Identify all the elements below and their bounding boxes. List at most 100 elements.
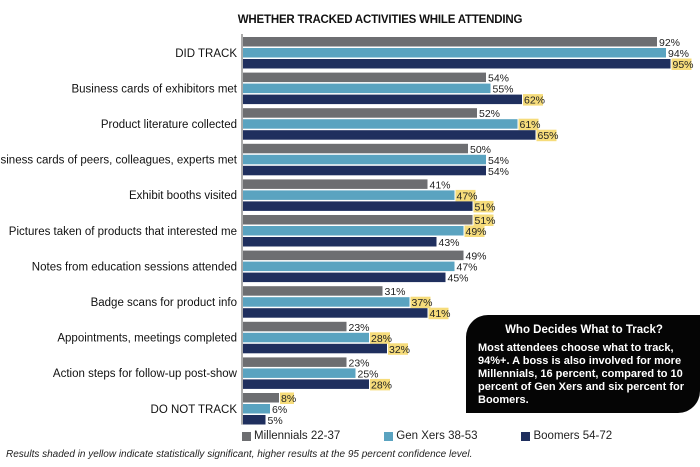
bar — [243, 415, 266, 425]
highlight-marker — [410, 296, 431, 309]
data-label: 45% — [448, 273, 469, 285]
data-label: 94% — [668, 48, 689, 60]
data-label: 54% — [488, 155, 509, 167]
bar — [243, 261, 455, 272]
category-label: Action steps for follow-up post-show — [53, 368, 238, 380]
bar — [243, 154, 486, 165]
data-label: 65% — [538, 130, 559, 142]
bar — [243, 286, 383, 296]
highlight-marker — [473, 200, 494, 213]
legend: Millennials 22-37 Gen Xers 38-53 Boomers… — [242, 430, 612, 442]
bar — [243, 379, 369, 389]
bar — [243, 321, 347, 332]
bar — [243, 119, 518, 129]
callout-box: Who Decides What to Track? Most attendee… — [466, 315, 700, 413]
category-label: Appointments, meetings completed — [57, 333, 237, 345]
bar — [243, 332, 369, 343]
data-label: 28% — [371, 379, 392, 391]
bar — [243, 179, 428, 189]
data-label: 47% — [457, 262, 478, 274]
data-label: 41% — [430, 179, 451, 191]
category-label: Badge scans for product info — [91, 297, 237, 309]
highlight-marker — [388, 343, 408, 355]
footnote: Results shaded in yellow indicate statis… — [6, 449, 473, 460]
bar — [243, 201, 473, 211]
bar — [243, 393, 279, 403]
category-label: Notes from education sessions attended — [32, 261, 237, 273]
legend-swatch — [242, 431, 251, 441]
bar — [243, 226, 464, 236]
category-label: Pictures taken of products that interest… — [9, 226, 237, 238]
callout-body: Most attendees choose what to track, 94%… — [478, 342, 685, 406]
bar — [243, 308, 428, 318]
bar — [243, 48, 666, 58]
data-label: 23% — [349, 357, 370, 369]
bar — [243, 165, 486, 176]
highlight-marker — [671, 58, 692, 70]
bar — [243, 59, 671, 69]
category-label: DO NOT TRACK — [151, 404, 238, 416]
data-label: 62% — [524, 95, 545, 107]
bar — [243, 190, 455, 200]
category-label: Product literature collected — [101, 119, 237, 131]
data-label: 54% — [488, 73, 509, 85]
highlight-marker — [370, 332, 390, 344]
data-label: 25% — [358, 368, 379, 380]
bar — [243, 404, 270, 414]
data-label: 32% — [389, 344, 410, 356]
bar — [243, 37, 657, 47]
highlight-marker — [523, 94, 543, 106]
data-label: 54% — [488, 166, 509, 178]
data-label: 95% — [673, 59, 694, 71]
data-label: 49% — [466, 226, 487, 238]
highlight-marker — [370, 378, 390, 391]
highlight-marker — [473, 214, 494, 226]
bar — [243, 72, 486, 83]
legend-item-millennials: Millennials 22-37 — [242, 430, 340, 442]
data-label: 5% — [268, 415, 283, 427]
highlight-marker — [464, 225, 485, 237]
category-label: DID TRACK — [175, 48, 237, 60]
legend-item-genx: Gen Xers 38-53 — [384, 430, 477, 442]
bar — [243, 357, 347, 367]
data-label: 6% — [272, 404, 287, 416]
legend-label: Millennials 22-37 — [254, 430, 341, 442]
chart-title: WHETHER TRACKED ACTIVITIES WHILE ATTENDI… — [237, 14, 523, 26]
category-label: Business cards of exhibitors met — [71, 83, 237, 95]
legend-swatch — [521, 431, 531, 441]
data-label: 52% — [479, 108, 500, 120]
bar — [243, 343, 387, 354]
data-label: 8% — [281, 393, 296, 405]
legend-swatch — [384, 431, 394, 441]
data-label: 51% — [475, 215, 496, 227]
data-label: 50% — [470, 144, 491, 156]
bar — [243, 130, 536, 140]
bar — [243, 368, 356, 378]
bar — [243, 272, 446, 283]
highlight-marker — [428, 307, 449, 320]
category-label: Business cards of peers, colleagues, exp… — [0, 155, 238, 167]
bar — [243, 237, 437, 247]
data-label: 55% — [493, 84, 514, 96]
bar — [243, 108, 477, 118]
bar — [243, 143, 468, 154]
data-label: 28% — [371, 333, 392, 345]
legend-label: Boomers 54-72 — [533, 430, 613, 442]
data-label: 41% — [430, 308, 451, 320]
legend-label: Gen Xers 38-53 — [396, 430, 478, 442]
data-label: 43% — [439, 237, 460, 249]
bar-chart: DID TRACK 92%94%95% Business cards of exhi… — [0, 34, 694, 427]
bar — [243, 250, 464, 261]
data-label: 37% — [412, 297, 433, 309]
bar — [243, 297, 410, 307]
bar — [243, 83, 491, 94]
highlight-marker — [455, 189, 476, 202]
category-label: Exhibit booths visited — [129, 190, 237, 202]
data-label: 61% — [520, 119, 541, 131]
bar — [243, 215, 473, 225]
legend-item-boomers: Boomers 54-72 — [521, 430, 612, 442]
data-label: 92% — [659, 37, 680, 49]
data-label: 47% — [457, 190, 478, 202]
highlight-marker — [536, 129, 557, 142]
